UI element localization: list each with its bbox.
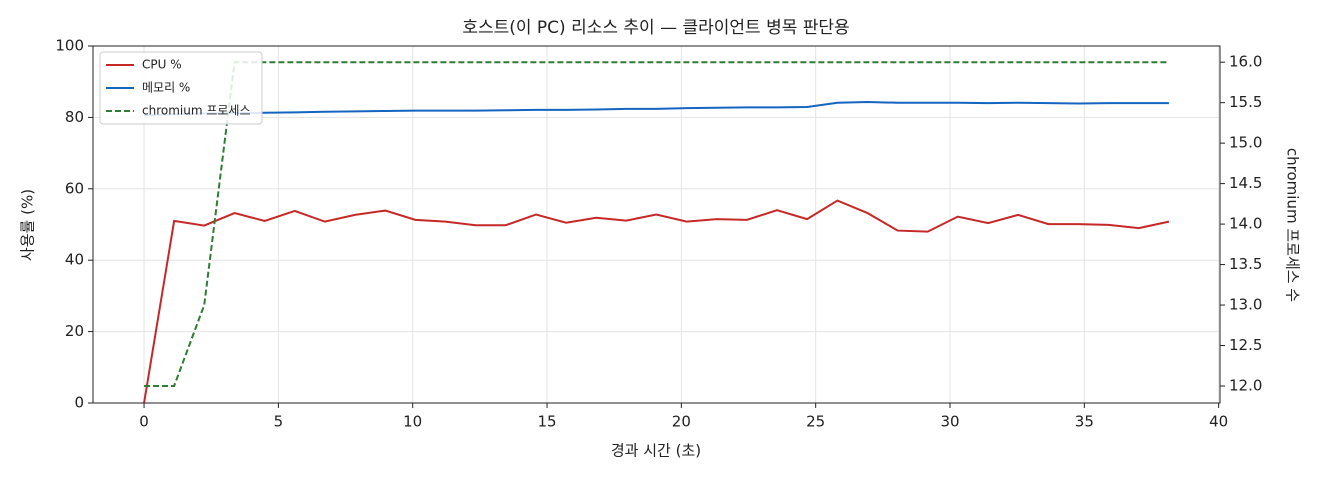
y2-tick-label: 12.0 <box>1229 377 1262 395</box>
x-tick-label: 5 <box>274 413 284 431</box>
series-line <box>143 199 1170 404</box>
legend-label: chromium 프로세스 <box>142 104 251 118</box>
x-tick-label: 25 <box>806 413 825 431</box>
y-tick-label: 100 <box>55 37 84 55</box>
y2-tick-label: 16.0 <box>1229 53 1262 71</box>
y-tick-label: 20 <box>65 322 84 340</box>
x-tick-label: 35 <box>1075 413 1094 431</box>
x-tick-label: 10 <box>403 413 422 431</box>
x-tick-label: 20 <box>672 413 691 431</box>
y2-tick-label: 14.0 <box>1229 215 1262 233</box>
y2-tick-label: 15.0 <box>1229 134 1262 152</box>
y2-tick-label: 14.5 <box>1229 174 1262 192</box>
chart-title: 호스트(이 PC) 리소스 추이 — 클라이언트 병목 판단용 <box>462 18 849 38</box>
y2-tick-label: 15.5 <box>1229 93 1262 111</box>
plot-frame <box>92 45 1221 404</box>
legend-label: CPU % <box>142 58 182 72</box>
legend-label: 메모리 % <box>142 81 190 95</box>
y-tick-label: 40 <box>65 251 84 269</box>
x-axis-label: 경과 시간 (초) <box>611 442 701 460</box>
y-tick-label: 0 <box>74 394 84 412</box>
y-axis-label: 사용률 (%) <box>19 189 37 261</box>
x-tick-label: 30 <box>940 413 959 431</box>
series-line <box>144 101 1169 117</box>
y2-tick-label: 12.5 <box>1229 336 1262 354</box>
x-tick-label: 15 <box>537 413 556 431</box>
legend-box <box>99 51 263 125</box>
y2-tick-label: 13.0 <box>1229 296 1262 314</box>
legend: CPU % 메모리 % chromium 프로세스 <box>99 51 263 125</box>
x-tick-label: 40 <box>1209 413 1228 431</box>
y-tick-label: 60 <box>65 179 84 197</box>
x-tick-label: 0 <box>139 413 149 431</box>
y-tick-label: 80 <box>65 108 84 126</box>
y2-axis-label: chromium 프로세스 수 <box>1284 148 1302 302</box>
y2-tick-label: 13.5 <box>1229 255 1262 273</box>
series-line <box>144 61 1169 387</box>
